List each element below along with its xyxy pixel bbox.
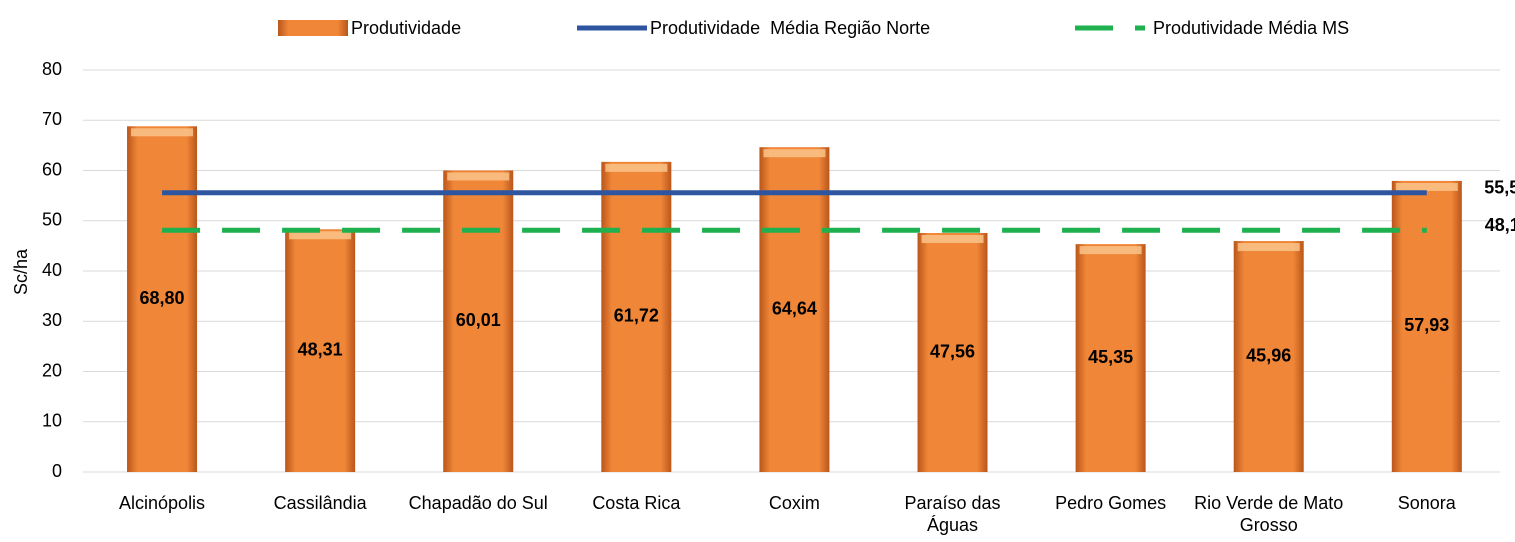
- y-tick-label: 50: [42, 210, 62, 230]
- bar: [285, 229, 356, 472]
- value-label: 57,93: [1404, 315, 1449, 335]
- value-label: 68,80: [140, 288, 185, 308]
- bar: [1075, 244, 1146, 472]
- bar-cap: [131, 128, 194, 137]
- x-tick-label: Alcinópolis: [119, 493, 206, 513]
- bar: [1233, 241, 1304, 472]
- bar-cap: [921, 235, 984, 244]
- bar: [759, 147, 830, 472]
- value-label: 45,96: [1246, 345, 1291, 365]
- x-tick-label: Sonora: [1397, 493, 1456, 513]
- bar-cap: [1395, 182, 1458, 191]
- legend-label: Produtividade Média Região Norte: [650, 18, 930, 38]
- legend-label: Produtividade Média MS: [1153, 18, 1349, 38]
- x-tick-label: Cassilândia: [273, 493, 367, 513]
- x-tick-label: Paraíso das Águas: [904, 493, 1001, 535]
- bar-cap: [289, 231, 352, 240]
- y-tick-label: 20: [42, 360, 62, 380]
- bar: [127, 126, 198, 472]
- value-label: 48,31: [298, 339, 343, 359]
- value-label: 47,56: [930, 341, 975, 361]
- y-tick-label: 30: [42, 310, 62, 330]
- x-tick-label: Rio Verde de Mato Grosso: [1194, 493, 1344, 535]
- bar-cap: [447, 172, 510, 181]
- y-axis-label: Sc/ha: [11, 248, 31, 295]
- bar-cap: [1237, 243, 1300, 252]
- value-label: 60,01: [456, 310, 501, 330]
- legend-label: Produtividade: [351, 18, 461, 38]
- legend-swatch: [278, 20, 348, 36]
- y-tick-label: 80: [42, 59, 62, 79]
- bar-cap: [1079, 246, 1142, 255]
- x-tick-label: Chapadão do Sul: [408, 493, 548, 513]
- y-tick-label: 10: [42, 411, 62, 431]
- x-tick-label: Pedro Gomes: [1055, 493, 1167, 513]
- value-label: 61,72: [614, 306, 659, 326]
- bar-cap: [763, 149, 826, 158]
- bar: [601, 161, 672, 472]
- bar-cap: [605, 163, 668, 172]
- value-label: 45,35: [1088, 347, 1133, 367]
- x-tick-label: Costa Rica: [592, 493, 681, 513]
- y-tick-label: 70: [42, 109, 62, 129]
- bar: [917, 233, 988, 472]
- y-tick-label: 60: [42, 159, 62, 179]
- bar: [443, 170, 514, 472]
- reference-label: 48,11: [1485, 215, 1515, 235]
- x-tick-label: Coxim: [768, 493, 820, 513]
- value-label: 64,64: [772, 298, 817, 318]
- reference-label: 55,58: [1484, 177, 1515, 197]
- y-tick-label: 40: [42, 260, 62, 280]
- y-tick-label: 0: [52, 461, 62, 481]
